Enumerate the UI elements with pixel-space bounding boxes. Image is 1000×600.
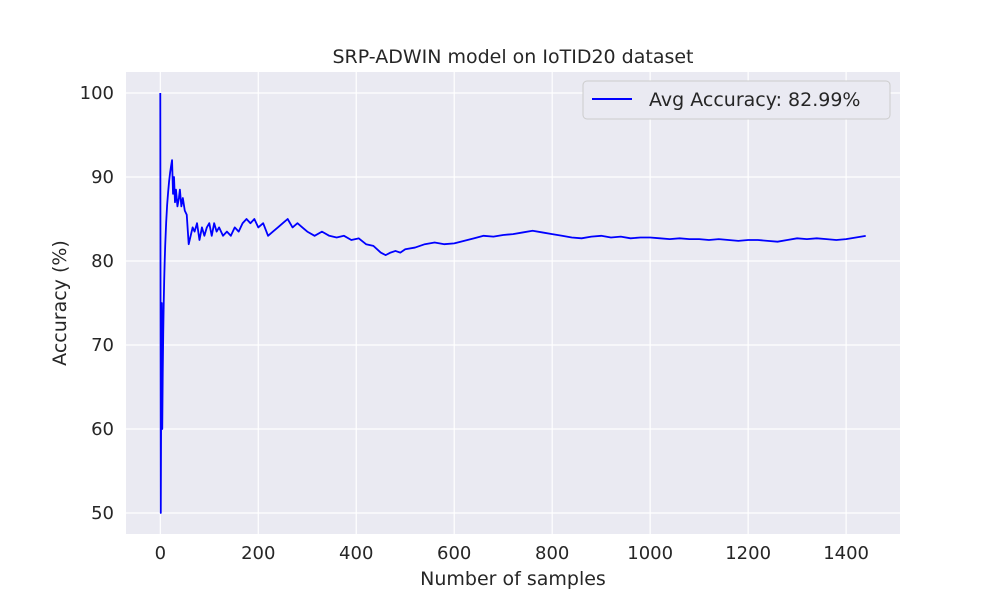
y-tick-label: 50	[91, 503, 114, 524]
series-layer	[159, 92, 866, 514]
y-tick-label: 90	[91, 167, 114, 188]
y-tick-label: 70	[91, 335, 114, 356]
legend: Avg Accuracy: 82.99%	[582, 80, 891, 120]
y-axis-title: Accuracy (%)	[49, 240, 71, 366]
legend-box	[582, 80, 891, 120]
x-axis-title: Number of samples	[420, 568, 606, 590]
x-tick-label: 600	[437, 543, 471, 564]
y-tick-label: 80	[91, 251, 114, 272]
x-tick-label: 1400	[823, 543, 869, 564]
plot-area	[126, 72, 900, 534]
legend-label: Avg Accuracy: 82.99%	[649, 89, 860, 111]
tick-labels: 0 200 400 600 800 1000 1200 1400 50 60 70 80 90 100	[80, 83, 869, 564]
x-tick-label: 200	[241, 543, 275, 564]
x-tick-label: 1200	[725, 543, 771, 564]
y-tick-label: 60	[91, 419, 114, 440]
x-tick-label: 1000	[627, 543, 673, 564]
x-tick-label: 0	[155, 543, 166, 564]
x-tick-label: 800	[535, 543, 569, 564]
x-tick-label: 400	[339, 543, 373, 564]
chart-title: SRP-ADWIN model on IoTID20 dataset	[332, 46, 693, 68]
y-tick-label: 100	[80, 83, 114, 104]
series-line	[159, 92, 866, 514]
